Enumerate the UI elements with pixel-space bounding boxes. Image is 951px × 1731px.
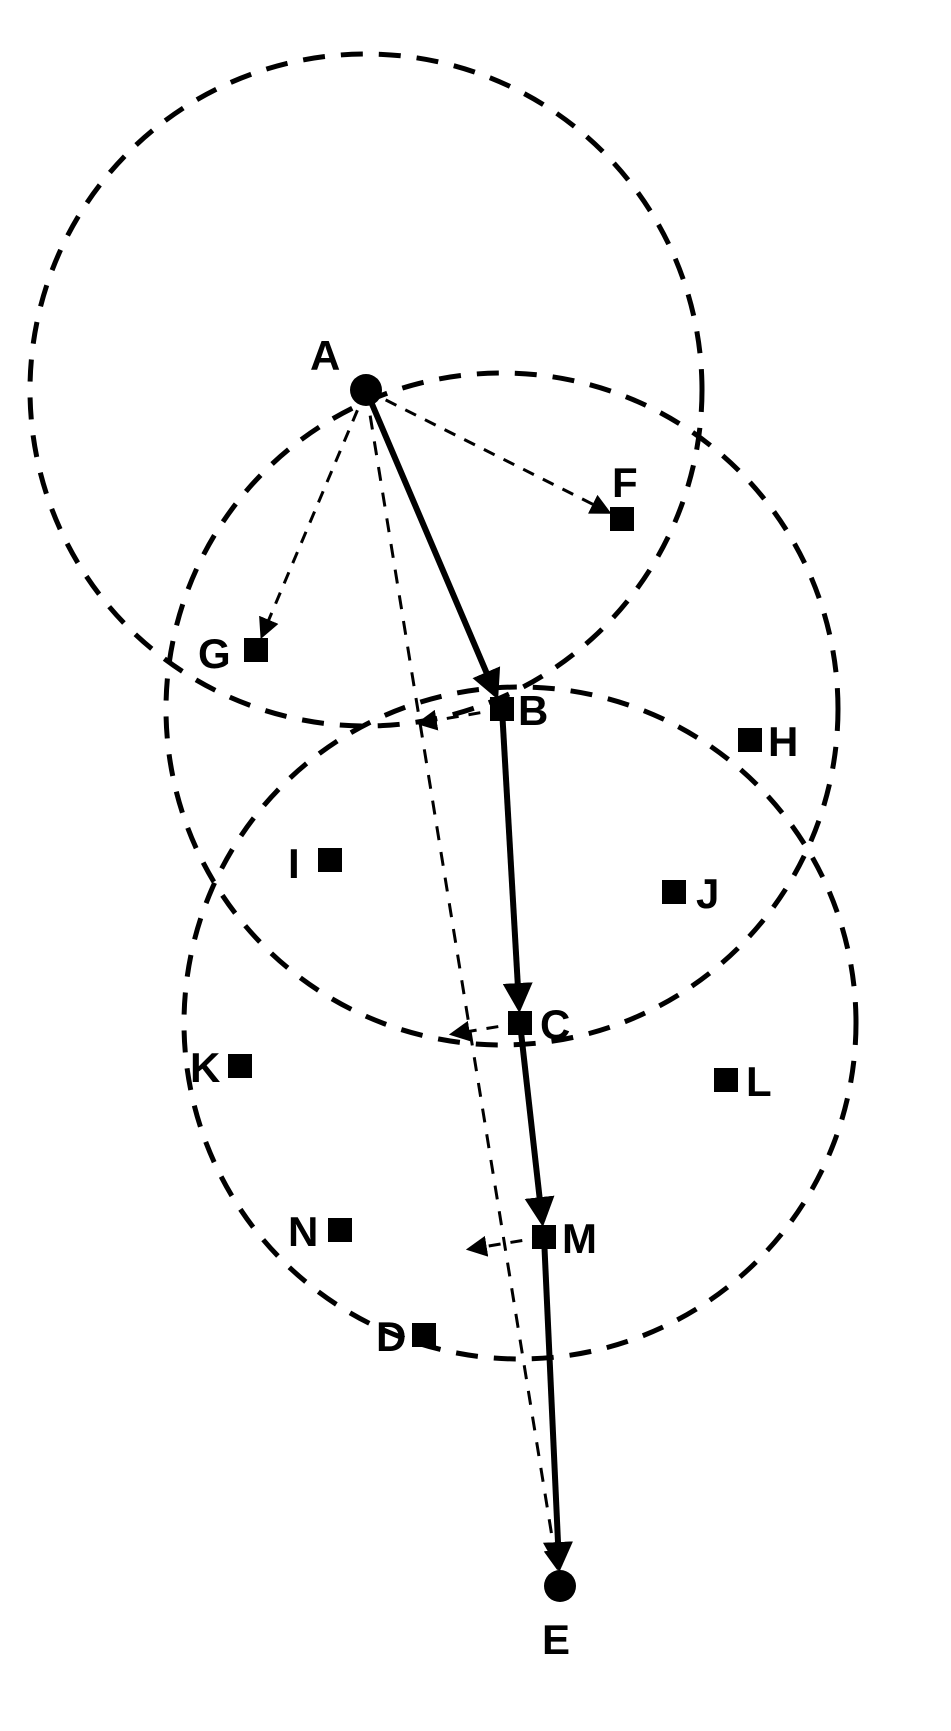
node-J (662, 880, 686, 904)
node-K (228, 1054, 252, 1078)
label-A: A (310, 332, 340, 380)
node-I (318, 848, 342, 872)
node-H (738, 728, 762, 752)
label-H: H (768, 718, 798, 766)
edge-A-G (262, 390, 366, 635)
node-A (350, 374, 382, 406)
edge-B-C (502, 709, 519, 1007)
label-E: E (542, 1616, 570, 1664)
label-G: G (198, 630, 231, 678)
edge-A-F (366, 390, 608, 512)
routing-diagram (0, 0, 951, 1731)
label-N: N (288, 1208, 318, 1256)
node-L (714, 1068, 738, 1092)
node-G (244, 638, 268, 662)
edge-M-E (544, 1237, 559, 1566)
label-C: C (540, 1001, 570, 1049)
node-N (328, 1218, 352, 1242)
label-I: I (288, 840, 300, 888)
label-K: K (190, 1044, 220, 1092)
label-B: B (518, 687, 548, 735)
edge-A-E (366, 390, 557, 1566)
node-E (544, 1570, 576, 1602)
label-J: J (696, 870, 719, 918)
node-F (610, 507, 634, 531)
node-B (490, 697, 514, 721)
label-M: M (562, 1215, 597, 1263)
edge-C-M (520, 1023, 542, 1221)
edge-A-B (366, 390, 496, 694)
label-D: D (376, 1313, 406, 1361)
label-F: F (612, 459, 638, 507)
node-M (532, 1225, 556, 1249)
node-C (508, 1011, 532, 1035)
node-D (412, 1323, 436, 1347)
label-L: L (746, 1058, 772, 1106)
